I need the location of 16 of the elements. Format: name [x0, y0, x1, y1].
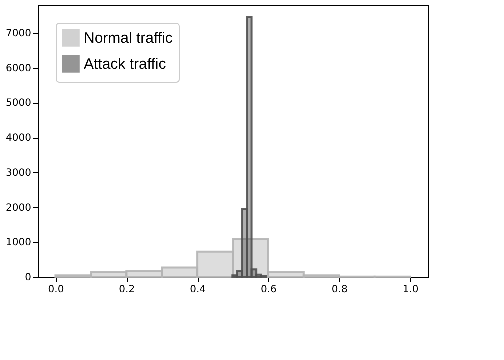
y-tick-label: 5000 [6, 98, 32, 110]
y-tick-label: 7000 [6, 28, 32, 40]
y-tick-label: 2000 [6, 202, 32, 214]
x-tick-label: 1.0 [402, 284, 419, 296]
x-tick-label: 0.2 [119, 284, 136, 296]
x-tick-label: 0.0 [48, 284, 64, 296]
y-tick-label: 6000 [6, 63, 32, 74]
y-tick-label: 0 [25, 272, 32, 284]
y-tick-label: 4000 [6, 133, 32, 144]
y-tick-label: 3000 [6, 168, 32, 179]
y-tick-label: 1000 [6, 238, 32, 249]
legend-label: Normal traffic [84, 30, 174, 47]
legend-label: Attack traffic [84, 56, 167, 73]
x-tick-label: 0.4 [190, 284, 206, 296]
x-tick-label: 0.8 [332, 284, 348, 296]
x-tick-label: 0.6 [261, 284, 277, 296]
